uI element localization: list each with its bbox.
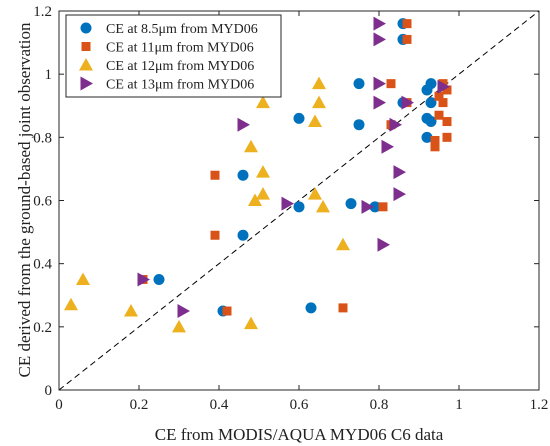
data-point [222,306,232,316]
data-point [248,193,262,206]
data-point [256,95,270,109]
data-point [373,95,386,110]
x-tick-label: 0 [55,397,63,413]
x-tick-label: 1 [455,397,463,413]
data-point [430,135,440,145]
data-point [393,187,406,202]
data-point [386,79,396,89]
data-point [421,131,433,143]
data-point [361,199,374,214]
data-point [210,230,220,240]
data-point [442,85,452,95]
data-point [137,272,150,287]
legend-marker [80,76,93,91]
data-point [237,229,249,241]
data-point [153,273,165,285]
data-point [237,169,249,181]
data-point [434,91,444,101]
data-point [353,119,365,131]
data-point [293,112,305,124]
data-point [177,304,190,319]
x-tick-label: 1.2 [530,397,549,413]
legend-marker [81,42,91,51]
legend-label: CE at 8.5μm from MYD06 [106,22,258,37]
data-point [401,95,414,110]
data-point [378,202,388,212]
y-tick-label: 0.4 [33,257,52,273]
data-point [336,237,350,251]
data-point [244,139,258,153]
x-tick-label: 0.6 [290,397,309,413]
data-point [312,76,326,90]
data-point [308,114,322,128]
data-point [437,79,450,94]
data-point [308,187,322,200]
data-point [381,139,394,154]
data-point [438,98,448,108]
legend-label: CE at 12μm from MYD06 [106,59,254,74]
data-point [124,304,138,317]
x-tick-label: 0.4 [210,397,229,413]
data-point [377,237,390,252]
data-point [244,316,258,330]
data-point [338,303,348,313]
legend-marker [80,22,92,34]
data-point [305,302,317,314]
y-tick-label: 1.2 [33,4,52,20]
y-tick-label: 0.2 [33,320,52,336]
data-point [373,76,386,91]
data-point [430,142,440,152]
legend-label: CE at 11μm from MYD06 [106,41,254,56]
data-point [256,165,270,178]
data-point [442,132,452,142]
data-point [353,78,365,90]
y-axis-label: CE derived from the ground-based joint o… [15,22,34,378]
data-point [237,117,250,132]
data-point [402,19,412,29]
reference-line-1to1 [58,10,540,391]
x-tick-label: 0.2 [130,397,149,413]
data-point [312,95,326,109]
data-point [316,199,330,213]
data-point [373,16,386,31]
data-point [373,32,386,47]
data-point [76,272,90,285]
data-point [425,78,437,90]
data-point [64,297,78,311]
data-point [434,110,444,120]
data-point [442,117,452,127]
series-3 [64,76,350,333]
x-axis-label: CE from MODIS/AQUA MYD06 C6 data [155,425,444,444]
x-tick-label: 0.8 [370,397,389,413]
legend-box [65,14,282,98]
data-point [393,165,406,180]
y-tick-label: 0 [45,383,53,399]
y-tick-label: 0.6 [33,194,52,210]
data-point [256,187,270,200]
data-point [369,201,381,213]
data-point [210,170,220,180]
data-point [172,319,186,333]
data-point [389,117,402,132]
legend-label: CE at 13μm from MYD06 [106,78,254,93]
data-point [402,34,412,44]
legend-marker [79,58,93,71]
y-tick-label: 1 [45,67,53,83]
data-point [425,97,437,109]
series-4 [137,16,450,319]
data-point [345,198,357,210]
y-tick-label: 0.8 [33,130,52,146]
data-point [425,116,437,128]
data-point [281,196,294,211]
data-point [293,201,305,213]
